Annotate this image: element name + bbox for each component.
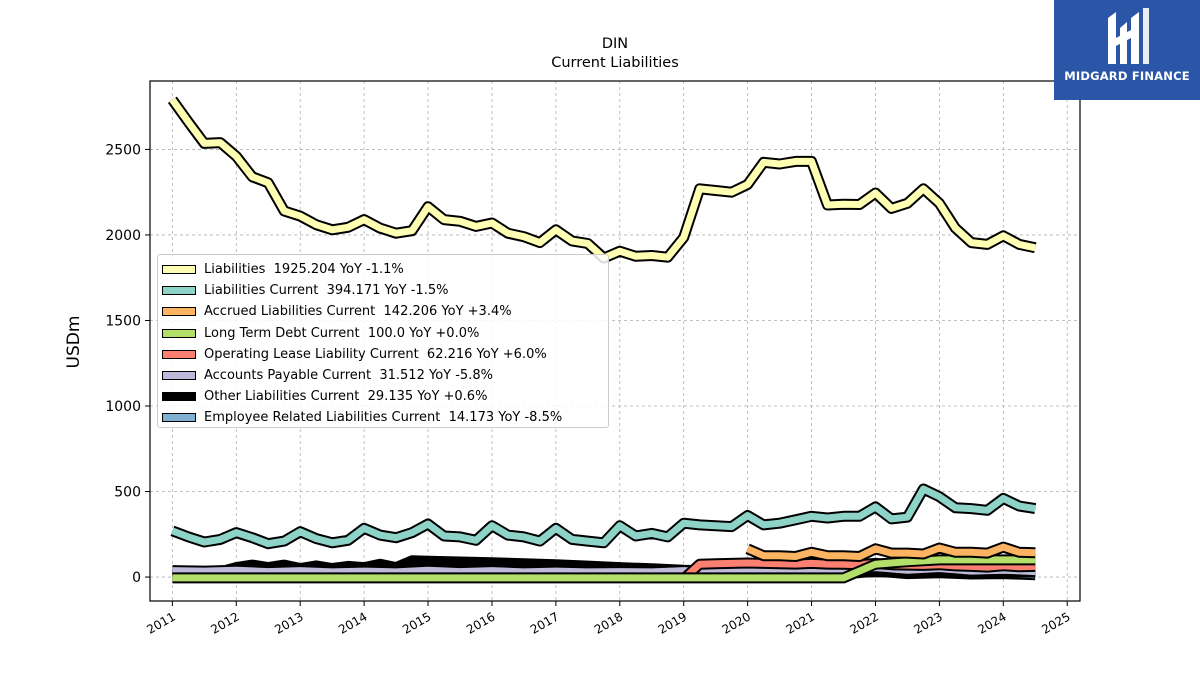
legend-item: Accrued Liabilities Current 142.206 YoY … [162, 301, 608, 322]
x-tick-label: 2016 [464, 609, 497, 636]
y-tick-label: 2500 [105, 142, 141, 158]
y-tick-label: 1500 [105, 313, 141, 329]
y-axis-label: USDm [64, 316, 84, 369]
y-tick-label: 1000 [105, 399, 141, 415]
series-layer [167, 96, 1037, 584]
series-1 [170, 483, 1037, 550]
series-2 [745, 541, 1036, 562]
y-tick-label: 500 [114, 485, 141, 501]
x-tick-label: 2020 [720, 609, 753, 636]
legend-swatch [162, 265, 196, 275]
x-tick-label: 2019 [656, 609, 689, 636]
x-tick-label: 2014 [336, 609, 369, 636]
series-line [746, 543, 1036, 560]
legend-item: Liabilities Current 394.171 YoY -1.5% [162, 280, 608, 301]
legend-item: Other Liabilities Current 29.135 YoY +0.… [162, 386, 608, 407]
x-tick-label: 2022 [848, 609, 881, 636]
plot-frame [149, 80, 1081, 602]
legend-item: Long Term Debt Current 100.0 YoY +0.0% [162, 323, 608, 344]
legend-swatch [162, 413, 196, 423]
legend-label: Operating Lease Liability Current 62.216… [204, 346, 547, 362]
legend-item: Employee Related Liabilities Current 14.… [162, 407, 608, 428]
x-tick-label: 2018 [592, 609, 625, 636]
chart-subtitle: Current Liabilities [551, 55, 679, 71]
legend-label: Long Term Debt Current 100.0 YoY +0.0% [204, 325, 480, 341]
series-line [171, 485, 1036, 548]
chart-title: DIN [602, 36, 628, 52]
series-3 [172, 554, 1036, 584]
series-line [681, 559, 1036, 582]
legend-swatch [162, 392, 196, 402]
legend-label: Accounts Payable Current 31.512 YoY -5.8… [204, 368, 493, 384]
legend-item: Operating Lease Liability Current 62.216… [162, 344, 608, 365]
x-tick-label: 2025 [1039, 609, 1072, 636]
series-outline [167, 96, 1037, 264]
x-tick-label: 2011 [144, 609, 177, 636]
x-tick-label: 2024 [975, 609, 1008, 636]
x-tick-label: 2015 [400, 609, 433, 636]
x-tick-label: 2013 [272, 609, 305, 636]
legend-label: Employee Related Liabilities Current 14.… [204, 410, 563, 426]
logo-mark-icon [1108, 8, 1149, 64]
y-tick-label: 2000 [105, 228, 141, 244]
legend-item: Accounts Payable Current 31.512 YoY -5.8… [162, 365, 608, 386]
x-tick-label: 2012 [208, 609, 241, 636]
x-tick-label: 2023 [911, 609, 944, 636]
legend-swatch [162, 328, 196, 338]
series-line [169, 97, 1037, 262]
legend-swatch [162, 307, 196, 317]
legend: Liabilities 1925.204 YoY -1.1% Liabilitie… [157, 254, 609, 428]
legend-item: Liabilities 1925.204 YoY -1.1% [162, 259, 608, 280]
series-4 [679, 557, 1036, 583]
series-0 [167, 96, 1037, 264]
y-tick-label: 0 [132, 570, 141, 586]
x-tick-label: 2021 [784, 609, 817, 636]
series-line [172, 556, 1036, 582]
legend-swatch [162, 349, 196, 359]
logo-text: MIDGARD FINANCE [1064, 69, 1190, 83]
legend-swatch [162, 286, 196, 296]
logo: MIDGARD FINANCE [1054, 0, 1200, 100]
legend-label: Liabilities 1925.204 YoY -1.1% [204, 262, 404, 278]
x-tick-label: 2017 [528, 609, 561, 636]
legend-label: Liabilities Current 394.171 YoY -1.5% [204, 283, 449, 299]
legend-label: Accrued Liabilities Current 142.206 YoY … [204, 304, 512, 320]
legend-swatch [162, 371, 196, 381]
legend-label: Other Liabilities Current 29.135 YoY +0.… [204, 389, 488, 405]
